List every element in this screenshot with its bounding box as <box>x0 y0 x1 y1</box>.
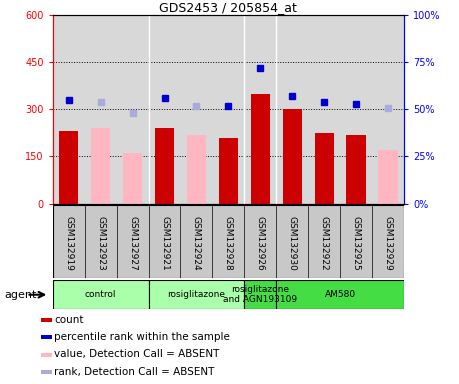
Text: GSM132924: GSM132924 <box>192 217 201 271</box>
Text: control: control <box>85 290 117 299</box>
Text: GSM132928: GSM132928 <box>224 217 233 271</box>
Text: rank, Detection Call = ABSENT: rank, Detection Call = ABSENT <box>55 366 215 377</box>
Bar <box>91 128 110 204</box>
Bar <box>314 133 334 204</box>
Bar <box>41 318 52 322</box>
Text: rosiglitazone: rosiglitazone <box>168 290 225 299</box>
Bar <box>187 134 206 204</box>
Text: GSM132926: GSM132926 <box>256 217 265 271</box>
Text: rosiglitazone
and AGN193109: rosiglitazone and AGN193109 <box>223 285 297 305</box>
Bar <box>155 128 174 204</box>
Bar <box>283 109 302 204</box>
Text: GSM132925: GSM132925 <box>352 217 360 271</box>
Bar <box>219 138 238 204</box>
Bar <box>59 131 78 204</box>
Text: GSM132923: GSM132923 <box>96 217 105 271</box>
Bar <box>149 280 244 309</box>
Text: GSM132930: GSM132930 <box>288 217 297 271</box>
Bar <box>123 153 142 204</box>
Text: GSM132921: GSM132921 <box>160 217 169 271</box>
Title: GDS2453 / 205854_at: GDS2453 / 205854_at <box>159 1 297 14</box>
Text: GSM132927: GSM132927 <box>128 217 137 271</box>
Bar <box>41 370 52 374</box>
Bar <box>251 94 270 204</box>
Text: AM580: AM580 <box>325 290 356 299</box>
Text: agent: agent <box>5 290 37 300</box>
Bar <box>244 280 276 309</box>
Text: GSM132919: GSM132919 <box>64 217 73 271</box>
Text: GSM132929: GSM132929 <box>383 217 392 271</box>
Bar <box>53 280 149 309</box>
Bar <box>378 150 397 204</box>
Bar <box>41 353 52 357</box>
Bar <box>347 134 366 204</box>
Text: percentile rank within the sample: percentile rank within the sample <box>55 332 230 342</box>
Text: count: count <box>55 314 84 325</box>
Text: value, Detection Call = ABSENT: value, Detection Call = ABSENT <box>55 349 220 359</box>
Bar <box>276 280 404 309</box>
Text: GSM132922: GSM132922 <box>319 217 329 271</box>
Bar <box>41 335 52 339</box>
